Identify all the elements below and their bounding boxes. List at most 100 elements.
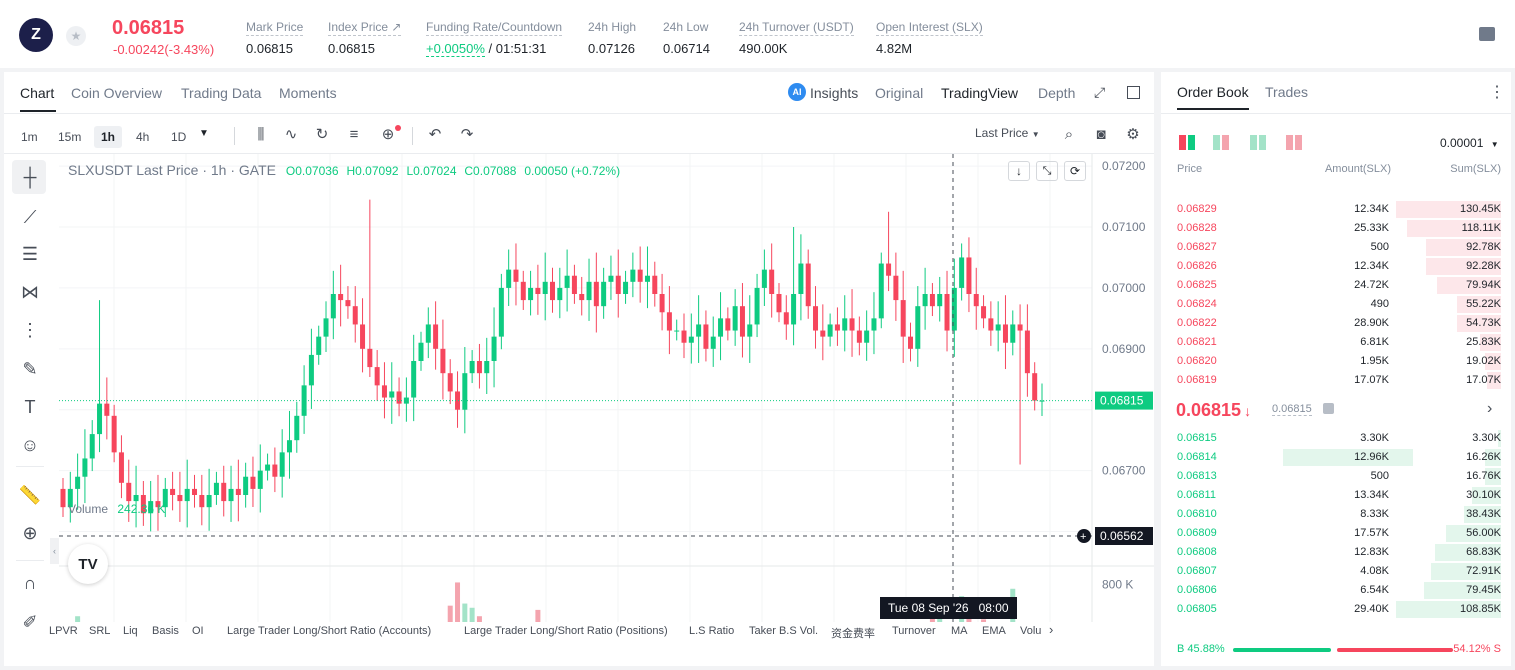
mid-price[interactable]: 0.06815 ↓ xyxy=(1176,400,1252,420)
bid-row[interactable]: 0.06811 13.34K 30.10K xyxy=(1161,486,1511,505)
tab-moments[interactable]: Moments xyxy=(279,85,337,101)
ask-row[interactable]: 0.06827 500 92.78K xyxy=(1161,238,1511,257)
bid-row[interactable]: 0.06809 17.57K 56.00K xyxy=(1161,524,1511,543)
view-original[interactable]: Original xyxy=(875,85,924,101)
text-tool-icon[interactable]: T xyxy=(24,396,36,417)
ask-row[interactable]: 0.06828 25.33K 118.11K xyxy=(1161,219,1511,238)
pattern-tool-icon[interactable]: ⋈ xyxy=(21,281,39,302)
undo-icon[interactable]: ↶ xyxy=(428,126,442,143)
tab-coin-overview[interactable]: Coin Overview xyxy=(71,85,163,101)
brush-tool-icon[interactable]: ✎ xyxy=(22,358,38,379)
timeframe-dropdown-icon[interactable]: ▼ xyxy=(199,128,209,139)
ask-row[interactable]: 0.06819 17.07K 17.07K xyxy=(1161,371,1511,390)
tab-trades[interactable]: Trades xyxy=(1265,84,1309,100)
price-type-select[interactable]: Last Price ▼ xyxy=(975,126,1040,140)
view-tradingview[interactable]: TradingView xyxy=(941,85,1019,101)
bid-row[interactable]: 0.06805 29.40K 108.85K xyxy=(1161,600,1511,619)
indicator-oi[interactable]: OI xyxy=(192,625,204,637)
ask-row[interactable]: 0.06829 12.34K 130.45K xyxy=(1161,200,1511,219)
compare-icon[interactable]: ↻ xyxy=(315,126,329,143)
layout-buy-icon[interactable] xyxy=(1213,135,1229,150)
timeframe-1d[interactable]: 1D xyxy=(171,130,187,144)
ask-row[interactable]: 0.06821 6.81K 25.83K xyxy=(1161,333,1511,352)
search-icon[interactable]: ⌕ xyxy=(1064,125,1074,143)
ruler-tool-icon[interactable]: 📏 xyxy=(18,484,42,505)
favorite-star-icon[interactable]: ★ xyxy=(66,26,86,46)
chevron-right-icon[interactable]: › xyxy=(1487,400,1493,417)
settings-gear-icon[interactable]: ⚙ xyxy=(1126,126,1140,143)
reset-icon[interactable]: ⟳ xyxy=(1064,161,1086,181)
candle-body xyxy=(403,397,409,404)
timeframe-15m[interactable]: 15m xyxy=(58,130,82,144)
window-icon[interactable] xyxy=(1127,86,1140,99)
tab-chart[interactable]: Chart xyxy=(20,85,55,101)
tab-order-book[interactable]: Order Book xyxy=(1177,84,1249,110)
indicator-lt-accounts[interactable]: Large Trader Long/Short Ratio (Accounts) xyxy=(227,625,432,637)
tab-trading-data[interactable]: Trading Data xyxy=(181,85,262,101)
indicator-liq[interactable]: Liq xyxy=(123,625,138,637)
divider xyxy=(1161,113,1511,114)
fullscreen-icon[interactable]: ⤢ xyxy=(1094,84,1106,100)
precision-select[interactable]: 0.00001 ▼ xyxy=(1440,136,1499,150)
view-depth[interactable]: Depth xyxy=(1038,85,1076,101)
indicator-lt-positions[interactable]: Large Trader Long/Short Ratio (Positions… xyxy=(464,625,668,637)
indicator-ema[interactable]: EMA xyxy=(982,625,1006,637)
ask-row[interactable]: 0.06826 12.34K 92.28K xyxy=(1161,257,1511,276)
fib-tool-icon[interactable]: ⋮ xyxy=(21,319,39,340)
ask-row[interactable]: 0.06820 1.95K 19.02K xyxy=(1161,352,1511,371)
view-insights[interactable]: Insights xyxy=(810,85,859,101)
stat-index-price[interactable]: Index Price ↗ 0.06815 xyxy=(328,20,402,56)
bid-row[interactable]: 0.06810 8.33K 38.43K xyxy=(1161,505,1511,524)
collapse-toolbar-icon[interactable]: ‹ xyxy=(50,538,59,564)
more-options-icon[interactable]: ⋮ xyxy=(1489,84,1505,101)
indicator-volume[interactable]: Volu xyxy=(1020,625,1042,637)
redo-icon[interactable]: ↷ xyxy=(460,126,474,143)
timeframe-1h[interactable]: 1h xyxy=(94,126,123,148)
tradingview-logo-icon[interactable]: TV xyxy=(68,544,108,584)
indicator-srl[interactable]: SRL xyxy=(89,625,111,637)
ask-row[interactable]: 0.06822 28.90K 54.73K xyxy=(1161,314,1511,333)
indicator-ma[interactable]: MA xyxy=(951,625,968,637)
indicators-icon[interactable]: ∿ xyxy=(284,126,298,143)
candle-type-icon[interactable]: ⫼ xyxy=(257,125,265,143)
lock-drawing-icon[interactable]: ✐ xyxy=(22,611,38,632)
timeframe-1m[interactable]: 1m xyxy=(21,130,38,144)
book-icon[interactable] xyxy=(1479,27,1495,41)
stat-funding-rate[interactable]: Funding Rate/Countdown +0.0050% / 01:51:3… xyxy=(426,20,563,57)
indicator-funding[interactable]: 资金费率 xyxy=(831,628,875,640)
volume-bar xyxy=(476,616,482,622)
magnet-tool-icon[interactable]: ∩ xyxy=(23,572,37,593)
layout-bids-icon[interactable] xyxy=(1250,135,1266,150)
layout-both-icon[interactable] xyxy=(1179,135,1195,150)
bid-row[interactable]: 0.06814 12.96K 16.26K xyxy=(1161,448,1511,467)
emoji-tool-icon[interactable]: ☺ xyxy=(20,434,40,455)
bid-row[interactable]: 0.06808 12.83K 68.83K xyxy=(1161,543,1511,562)
camera-icon[interactable]: ◙ xyxy=(1096,125,1106,143)
indicator-basis[interactable]: Basis xyxy=(152,625,179,637)
indicator-turnover[interactable]: Turnover xyxy=(892,625,936,637)
order-sum: 55.22K xyxy=(1466,298,1501,310)
templates-icon[interactable]: ≡ xyxy=(349,125,359,143)
trendline-tool-icon[interactable]: ⟋ xyxy=(23,206,37,227)
bid-row[interactable]: 0.06815 3.30K 3.30K xyxy=(1161,429,1511,448)
ai-insights-icon[interactable]: AI xyxy=(788,83,806,101)
indicator-taker-vol[interactable]: Taker B.S Vol. xyxy=(749,625,819,637)
zoom-tool-icon[interactable]: ⊕ xyxy=(22,522,38,543)
scroll-down-icon[interactable]: ↓ xyxy=(1008,161,1030,181)
layout-asks-icon[interactable] xyxy=(1286,135,1302,150)
indicator-next-icon[interactable]: › xyxy=(1049,622,1054,637)
timeframe-4h[interactable]: 4h xyxy=(136,130,150,144)
ask-row[interactable]: 0.06825 24.72K 79.94K xyxy=(1161,276,1511,295)
bid-row[interactable]: 0.06807 4.08K 72.91K xyxy=(1161,562,1511,581)
bid-row[interactable]: 0.06813 500 16.76K xyxy=(1161,467,1511,486)
candlestick-chart[interactable]: 0.072000.071000.070000.069000.067000.066… xyxy=(59,154,1154,622)
indicator-ls-ratio[interactable]: L.S Ratio xyxy=(689,625,735,637)
bid-row[interactable]: 0.06806 6.54K 79.45K xyxy=(1161,581,1511,600)
add-alert-icon[interactable]: ⊕ xyxy=(381,126,395,143)
horizontal-lines-tool-icon[interactable]: ☰ xyxy=(21,243,39,264)
depth-bar xyxy=(1424,582,1501,599)
crosshair-tool-icon[interactable]: ┼ xyxy=(23,166,37,187)
indicator-lpvr[interactable]: LPVR xyxy=(49,625,78,637)
collapse-icon[interactable]: ⤡ xyxy=(1036,161,1058,181)
ask-row[interactable]: 0.06824 490 55.22K xyxy=(1161,295,1511,314)
